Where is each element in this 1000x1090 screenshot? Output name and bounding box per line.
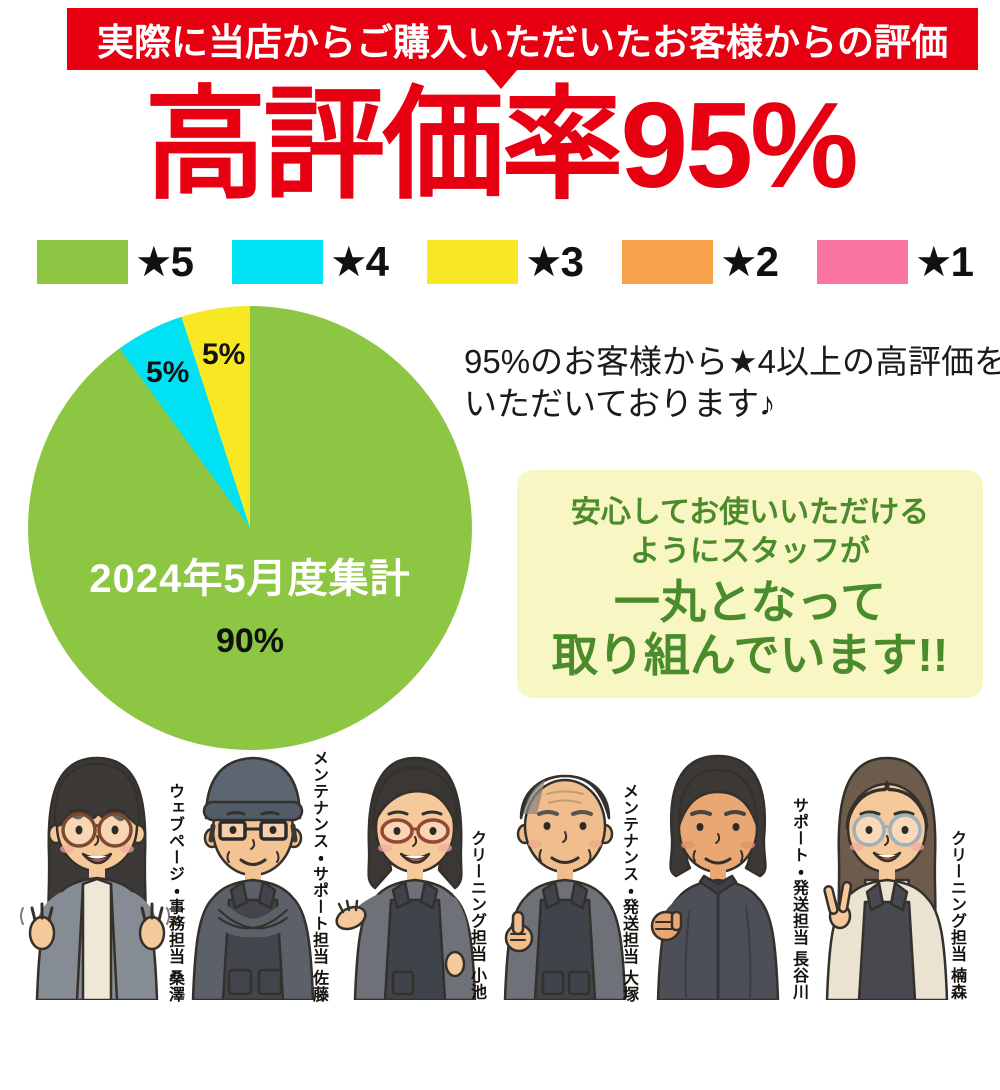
legend-item-star2: ★2 [622, 238, 779, 285]
legend-label-star4: ★4 [330, 238, 389, 285]
pie-center-label: 2024年5月度集計 [89, 557, 411, 601]
staff-avatar-sato [191, 756, 315, 1000]
callout-line2: ようにスタッフが [630, 535, 870, 568]
staff-label-sato: メンテナンス・サポート担当 佐藤 [310, 750, 327, 1003]
pie-chart [28, 306, 472, 750]
staff-label-hasegawa: サポート・発送担当 長谷川 [790, 797, 807, 1000]
staff-label-koike: クリーニング担当 小池 [468, 830, 485, 1000]
callout-line1: 安心してお使いいただける [570, 496, 930, 529]
staff-member-koike [335, 730, 495, 1000]
staff-member-sato [173, 730, 333, 1000]
legend-item-star1: ★1 [817, 238, 974, 285]
rating-summary-line2: いただいております♪ [464, 385, 776, 422]
staff-member-kuwasawa [17, 730, 177, 1000]
staff-member-kusumori [807, 730, 967, 1000]
legend-label-star2: ★2 [720, 238, 779, 285]
headline: 高評価率95% [144, 77, 858, 213]
legend-label-star3: ★3 [525, 238, 584, 285]
callout-line4: 取り組んでいます!! [551, 629, 949, 681]
legend-label-star1: ★1 [915, 238, 974, 285]
legend-swatch-star3 [427, 240, 518, 284]
staff-avatar-otsuka [503, 774, 627, 1000]
rating-summary-text: 95%のお客様から★4以上の高評価を いただいております♪ [464, 341, 1000, 425]
pie-main-value-label: 90% [215, 622, 285, 660]
legend-swatch-star2 [622, 240, 713, 284]
staff-label-kusumori: クリーニング担当 楠森 [948, 830, 965, 1000]
staff-label-kuwasawa: ウェブページ・事務担当 桑澤 [166, 783, 183, 1003]
staff-avatar-kuwasawa [20, 756, 170, 1000]
staff-member-otsuka [485, 730, 645, 1000]
callout-line3: 一丸となって [613, 576, 887, 628]
staff-avatar-kusumori [823, 756, 949, 1000]
banner-text: 実際に当店からご購入いただいたお客様からの評価 [97, 22, 948, 63]
legend-item-star4: ★4 [232, 238, 389, 285]
legend-swatch-star5 [37, 240, 128, 284]
legend-item-star3: ★3 [427, 238, 584, 285]
legend-item-star5: ★5 [37, 238, 194, 285]
legend-swatch-star4 [232, 240, 323, 284]
rating-summary-line1: 95%のお客様から★4以上の高評価を [464, 343, 1000, 380]
staff-avatar-hasegawa [650, 754, 780, 1000]
pie-slice-label-star4: 5% [146, 356, 190, 389]
pie-slice-label-star3: 5% [202, 338, 246, 371]
banner-pointer-triangle [484, 69, 518, 89]
staff-label-otsuka: メンテナンス・発送担当 大塚 [620, 783, 637, 1003]
promo-graphic: 実際に当店からご購入いただいたお客様からの評価 高評価率95% ★5 ★4 ★3… [17, 8, 1000, 1002]
staff-message-callout: 安心してお使いいただける ようにスタッフが 一丸となって 取り組んでいます!! [517, 470, 983, 698]
legend-label-star5: ★5 [135, 238, 194, 285]
staff-member-hasegawa [638, 730, 798, 1000]
staff-avatar-koike [335, 756, 477, 1000]
legend-swatch-star1 [817, 240, 908, 284]
top-banner: 実際に当店からご購入いただいたお客様からの評価 [67, 8, 978, 70]
